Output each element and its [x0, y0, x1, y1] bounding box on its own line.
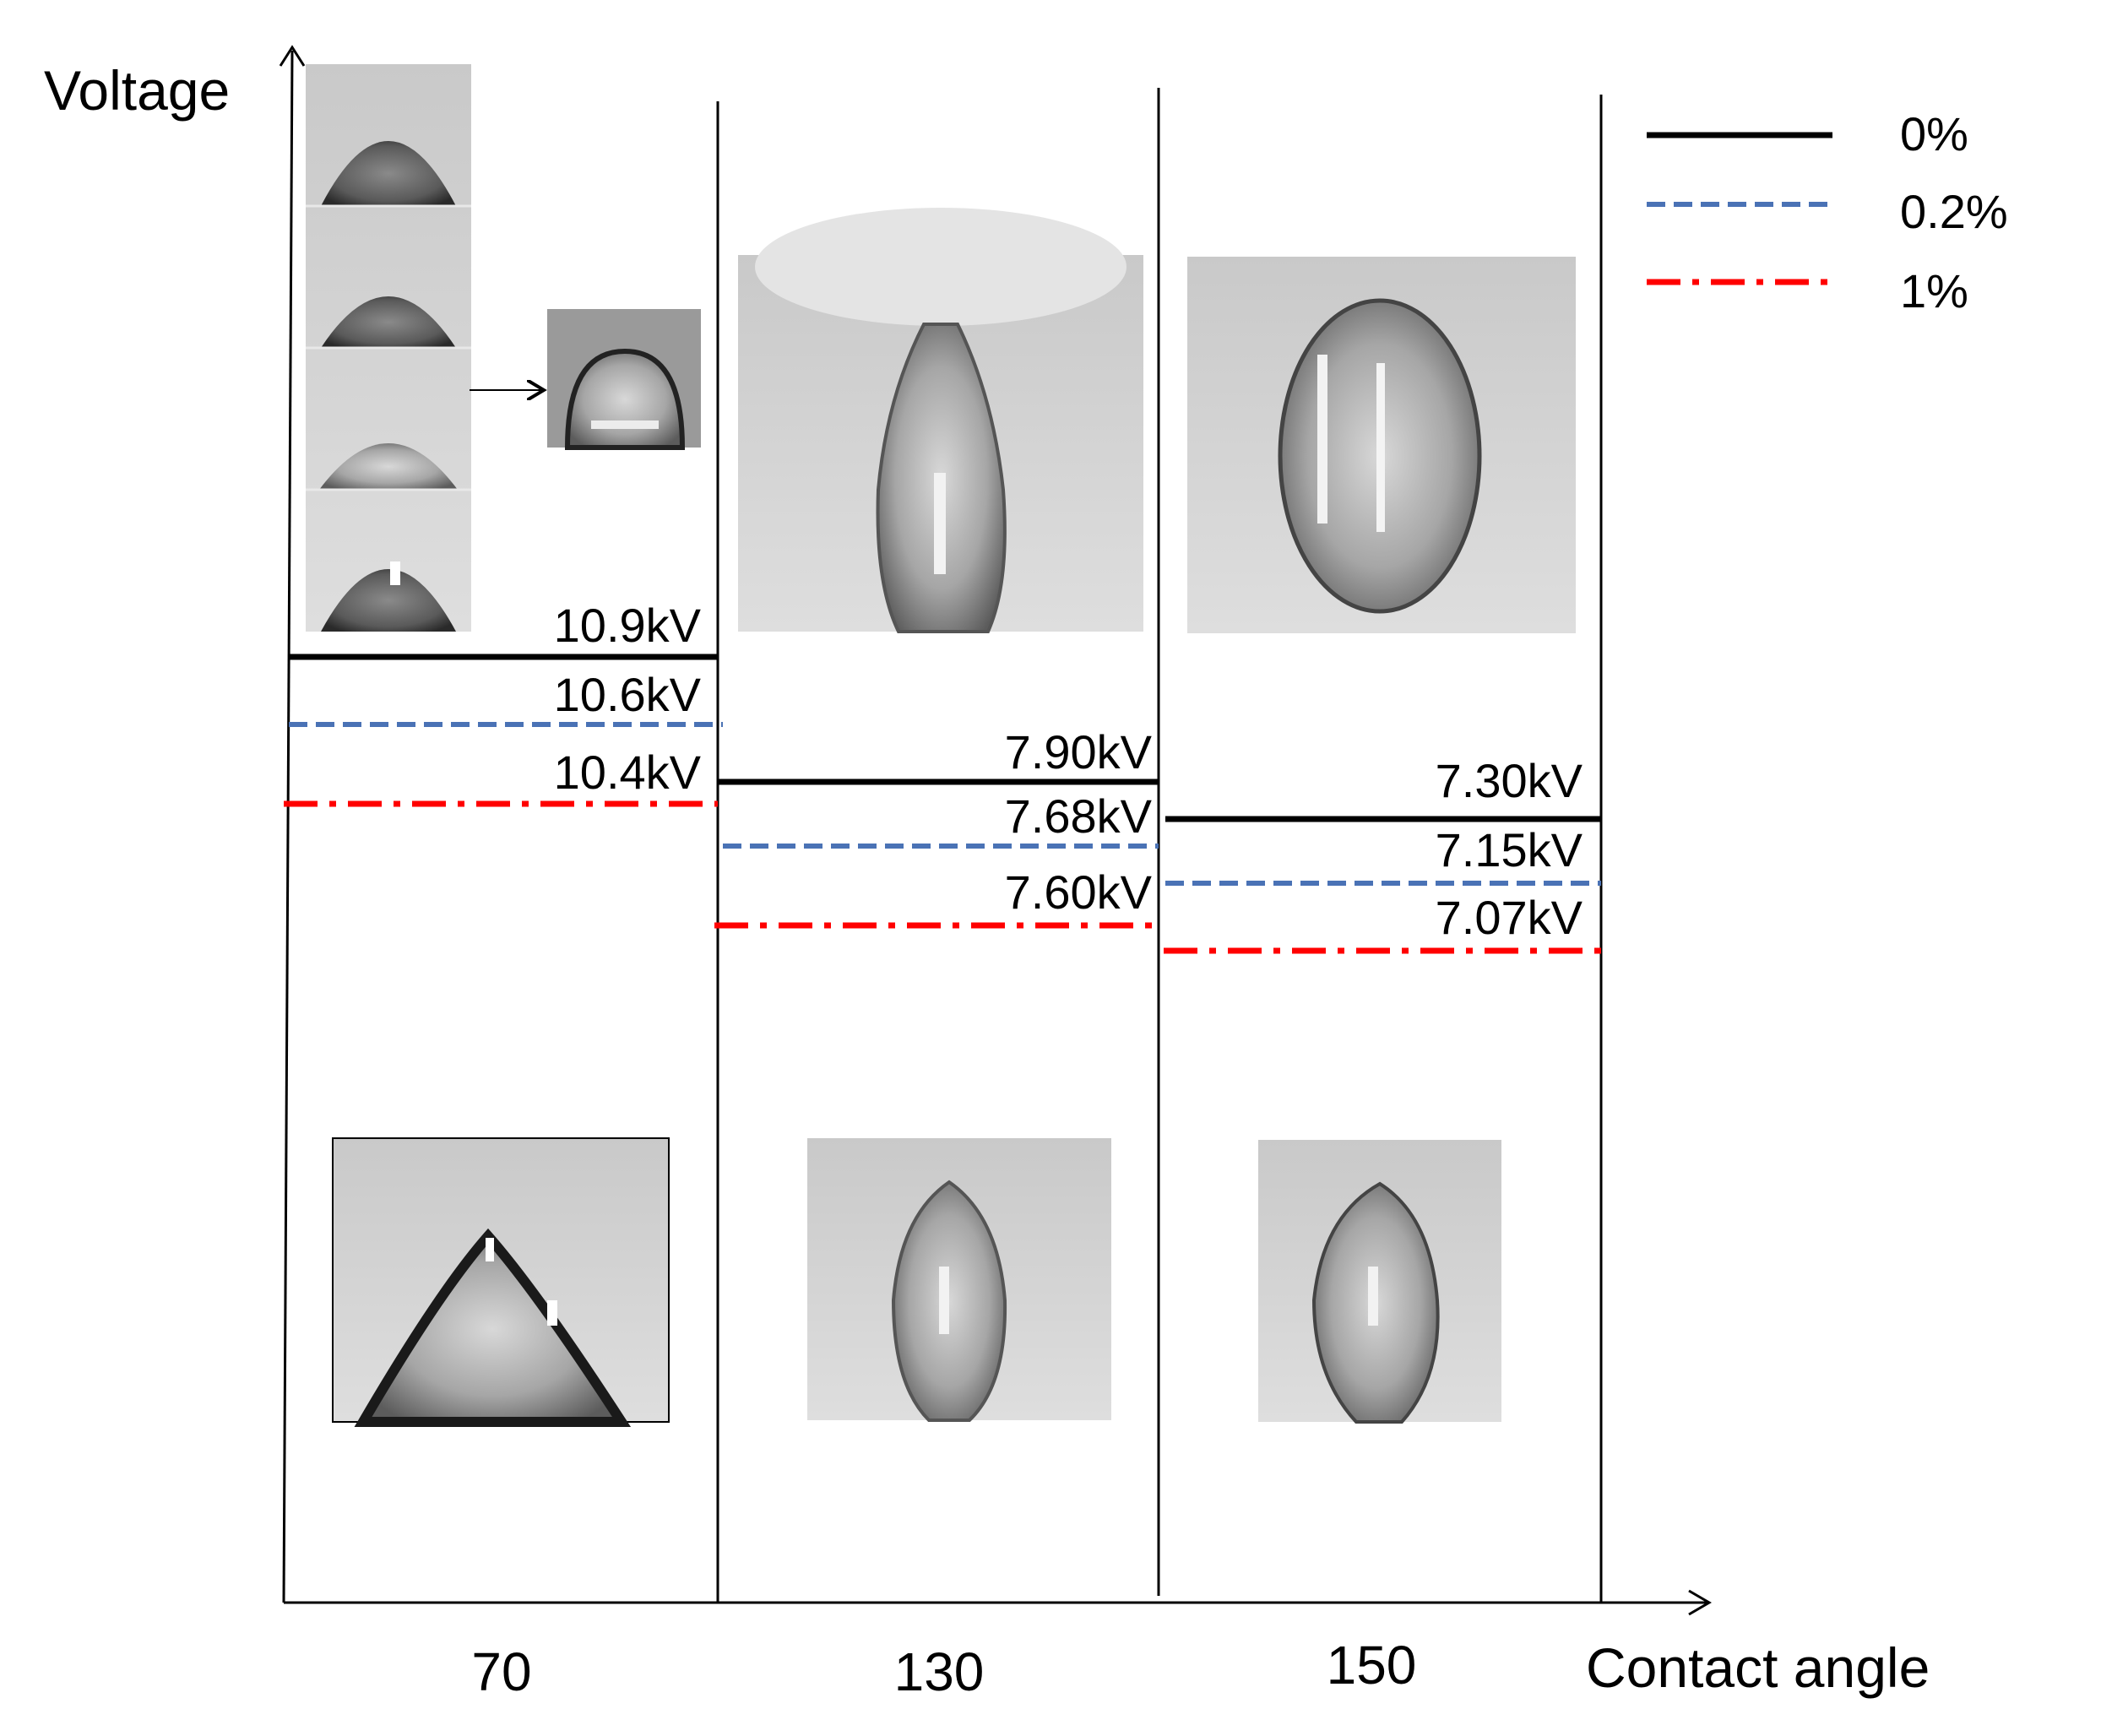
- value-label-0pct-130: 7.90kV: [1005, 725, 1153, 778]
- category-label-70: 70: [471, 1641, 531, 1702]
- legend: 0% 0.2% 1%: [1647, 107, 2008, 317]
- category-label-150: 150: [1327, 1635, 1417, 1695]
- droplet-bottom-70: [332, 1137, 670, 1427]
- droplet-top-130: [738, 208, 1143, 633]
- x-axis-label: Contact angle: [1586, 1636, 1930, 1699]
- droplet-stack-70: [306, 64, 471, 632]
- droplet-top-150: [1187, 257, 1576, 633]
- value-label-0-2pct-150: 7.15kV: [1436, 823, 1583, 876]
- droplet-bottom-150: [1258, 1140, 1501, 1424]
- legend-label-1pct: 1%: [1900, 264, 1968, 317]
- category-label-130: 130: [894, 1641, 985, 1702]
- value-label-0pct-150: 7.30kV: [1436, 754, 1583, 807]
- value-label-0-2pct-70: 10.6kV: [554, 668, 702, 721]
- value-label-1pct-70: 10.4kV: [554, 746, 702, 799]
- y-axis-label: Voltage: [44, 59, 230, 122]
- y-axis: [282, 50, 294, 1603]
- legend-label-0-2pct: 0.2%: [1900, 185, 2008, 238]
- value-label-1pct-130: 7.60kV: [1005, 865, 1153, 919]
- x-axis-arrowhead: [1688, 1589, 1712, 1616]
- value-label-1pct-150: 7.07kV: [1436, 891, 1583, 944]
- y-axis-arrowhead: [279, 45, 306, 67]
- droplet-arrow-result-70: [547, 309, 701, 450]
- value-label-0-2pct-130: 7.68kV: [1005, 789, 1153, 843]
- legend-label-0pct: 0%: [1900, 107, 1968, 160]
- value-label-0pct-70: 10.9kV: [554, 599, 702, 652]
- droplet-bottom-130: [807, 1138, 1111, 1422]
